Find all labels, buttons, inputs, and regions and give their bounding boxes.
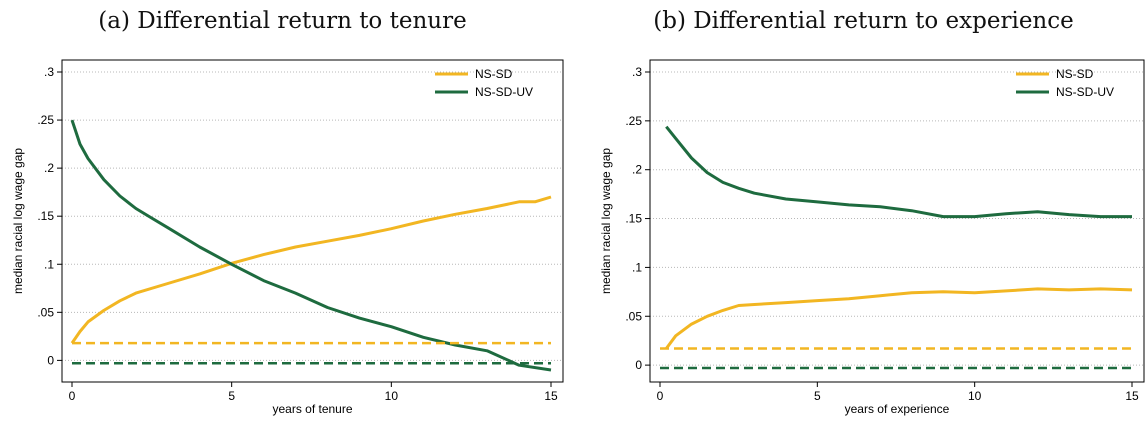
x-tick-label: 0 xyxy=(69,389,76,403)
y-tick-label: .3 xyxy=(44,65,54,79)
y-tick-label: .05 xyxy=(625,309,642,323)
y-tick-label: 0 xyxy=(47,353,54,367)
y-tick-label: 0 xyxy=(635,358,642,372)
y-tick-label: .1 xyxy=(632,260,642,274)
y-tick-label: .2 xyxy=(632,163,642,177)
y-tick-label: .3 xyxy=(632,65,642,79)
legend-label: NS-SD-UV xyxy=(475,85,533,99)
x-tick-label: 15 xyxy=(544,389,558,403)
x-axis-label: years of experience xyxy=(845,402,950,416)
x-axis-label: years of tenure xyxy=(272,402,352,416)
chart-title: (a) Differential return to tenure xyxy=(98,8,467,34)
y-tick-label: .15 xyxy=(625,212,642,226)
y-tick-label: .05 xyxy=(37,305,54,319)
series-line xyxy=(665,287,1133,350)
legend-label: NS-SD xyxy=(475,67,513,81)
x-tick-label: 10 xyxy=(385,389,399,403)
x-tick-label: 5 xyxy=(814,389,821,403)
legend-label: NS-SD xyxy=(1056,67,1094,81)
chart-b: 0 .05 .1 .15 .2 .25 .3 0 5 10 15 years of experienc… xyxy=(599,59,1145,416)
y-tick-label: .2 xyxy=(44,161,54,175)
x-tick-label: 0 xyxy=(657,389,664,403)
series-line xyxy=(665,125,1132,219)
series-line xyxy=(70,119,552,372)
chart-panel-a: (a) Differential return to tenure 0 .05 .1… xyxy=(0,0,565,418)
y-tick-label: .15 xyxy=(37,209,54,223)
x-tick-label: 5 xyxy=(228,389,235,403)
chart-a: 0 .05 .1 .15 .2 .25 .3 0 5 10 15 years of tenure med… xyxy=(11,59,564,416)
x-tick-label: 15 xyxy=(1125,389,1139,403)
plot-frame xyxy=(649,59,1145,383)
y-axis-label: median racial log wage gap xyxy=(599,148,613,294)
chart-title: (b) Differential return to experience xyxy=(653,8,1074,34)
y-tick-label: .25 xyxy=(37,113,54,127)
chart-panel-b: (b) Differential return to experience 0.… xyxy=(580,0,1147,418)
y-tick-label: .25 xyxy=(625,114,642,128)
legend-label: NS-SD-UV xyxy=(1056,85,1114,99)
series-line xyxy=(70,195,552,344)
y-axis-label: median racial log wage gap xyxy=(11,148,25,294)
y-tick-label: .1 xyxy=(44,257,54,271)
x-tick-label: 10 xyxy=(968,389,982,403)
plot-frame xyxy=(61,59,564,383)
